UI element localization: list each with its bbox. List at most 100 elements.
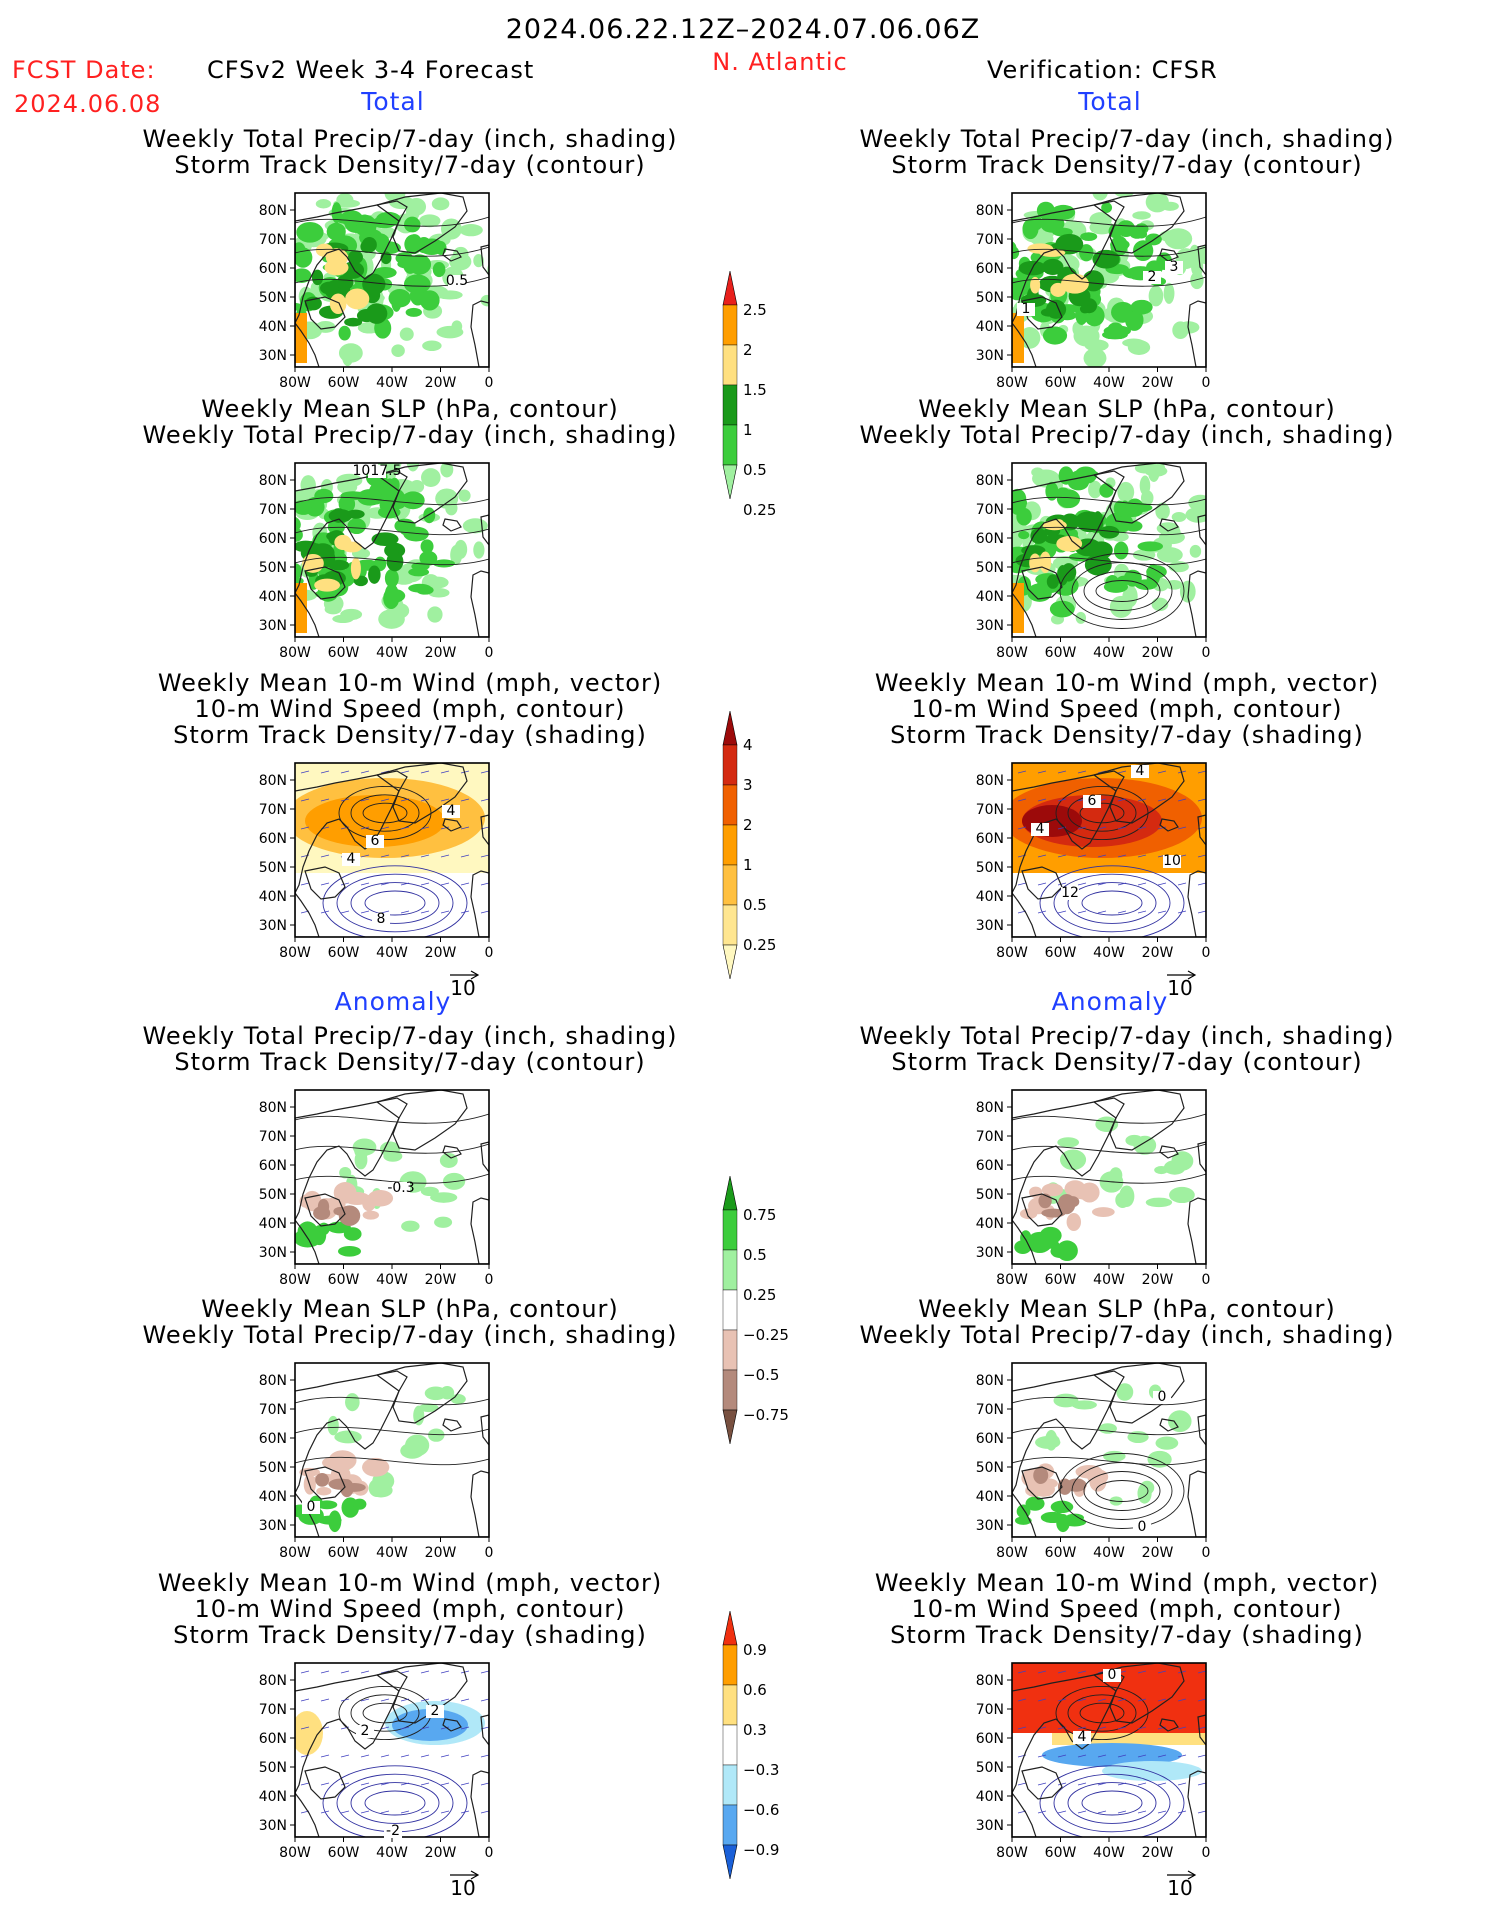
lat-tick-label: 60N	[976, 531, 1004, 547]
coastline	[470, 1470, 489, 1537]
lon-tick-label: 60W	[328, 945, 360, 961]
coastline	[480, 1141, 489, 1173]
colorbar-label: 2.5	[743, 301, 767, 319]
lat-tick-label: 40N	[259, 319, 287, 335]
lon-tick-label: 40W	[1093, 645, 1125, 661]
fcst-total-precip-panel-title-0: Weekly Total Precip/7-day (inch, shading…	[142, 125, 677, 153]
coastline	[1012, 1097, 1125, 1221]
coastline	[1021, 866, 1063, 900]
coastline	[1012, 770, 1125, 894]
lat-tick-label: 40N	[976, 589, 1004, 605]
lon-tick-label: 80W	[279, 1272, 311, 1288]
lon-tick-label: 40W	[1093, 1545, 1125, 1561]
colorbar-arrow-top	[722, 270, 738, 306]
fcst-anom-slp-panel: Weekly Mean SLP (hPa, contour)Weekly Tot…	[142, 1295, 676, 1561]
colorbar-arrow-top	[722, 1610, 738, 1646]
coastline	[1197, 244, 1206, 276]
coastline	[304, 1193, 346, 1227]
coastline	[480, 244, 489, 276]
fcst-total-wind-panel-title-2: Storm Track Density/7-day (shading)	[173, 721, 647, 749]
lat-tick-label: 60N	[976, 1731, 1004, 1747]
lat-tick-label: 30N	[976, 618, 1004, 634]
fcst-total-precip-panel-field	[295, 193, 489, 367]
lat-tick-label: 40N	[259, 889, 287, 905]
lat-tick-label: 70N	[976, 1702, 1004, 1718]
colorbar-segment	[722, 864, 738, 906]
fcst-total-precip-panel: Weekly Total Precip/7-day (inch, shading…	[142, 125, 677, 391]
lat-tick-label: 70N	[976, 802, 1004, 818]
coastline	[442, 248, 462, 262]
contour-label: -2	[386, 1823, 400, 1839]
coastline	[304, 566, 346, 600]
fcst-total-slp-panel-field	[295, 463, 489, 637]
lat-tick-label: 80N	[259, 1100, 287, 1116]
lon-tick-label: 20W	[1142, 1545, 1174, 1561]
lon-tick-label: 20W	[1142, 945, 1174, 961]
lon-tick-label: 20W	[425, 945, 457, 961]
colorbar-segment	[722, 304, 738, 346]
lon-tick-label: 80W	[996, 945, 1028, 961]
lat-tick-label: 50N	[259, 860, 287, 876]
colorbar-segment	[722, 904, 738, 946]
lon-tick-label: 60W	[1045, 375, 1077, 391]
fcst-anom-wind-panel-field	[295, 1663, 489, 1837]
colorbar-label: −0.3	[743, 1761, 779, 1779]
coastline	[1012, 200, 1125, 324]
lon-tick-label: 20W	[1142, 375, 1174, 391]
contour-label: 2	[431, 1703, 440, 1719]
coastline	[1197, 1141, 1206, 1173]
lon-tick-label: 20W	[425, 1272, 457, 1288]
vector-reference-label: 10	[450, 1876, 475, 1900]
vector-reference-label: 10	[1167, 1876, 1192, 1900]
lon-tick-label: 0	[485, 945, 494, 961]
lon-tick-label: 60W	[1045, 1845, 1077, 1861]
lon-tick-label: 60W	[328, 1845, 360, 1861]
cfsr-total-precip-panel-field	[1012, 193, 1206, 367]
lon-tick-label: 0	[1202, 1545, 1211, 1561]
coastline	[470, 870, 489, 937]
lon-tick-label: 80W	[996, 1845, 1028, 1861]
contour-label: 1	[1022, 301, 1031, 317]
coastline	[1012, 1670, 1125, 1794]
lat-tick-label: 70N	[259, 1702, 287, 1718]
lon-tick-label: 0	[1202, 375, 1211, 391]
contour-label: 4	[1078, 1729, 1087, 1745]
coastline	[1187, 870, 1206, 937]
contour-label: 4	[1036, 821, 1045, 837]
fcst-total-wind-panel-field	[295, 763, 489, 937]
lon-tick-label: 0	[1202, 1272, 1211, 1288]
contour-label: -0.3	[387, 1180, 414, 1196]
coastline	[1159, 518, 1179, 532]
cfsr-total-wind-panel-title-1: 10-m Wind Speed (mph, contour)	[911, 695, 1342, 723]
contour-label: 3	[1170, 259, 1179, 275]
colorbar-label: 0.5	[743, 1246, 767, 1264]
cfsr-anom-slp-panel-title-1: Weekly Total Precip/7-day (inch, shading…	[859, 1321, 1394, 1349]
cfsr-anom-precip-panel-title-0: Weekly Total Precip/7-day (inch, shading…	[859, 1022, 1394, 1050]
lat-tick-label: 70N	[259, 802, 287, 818]
colorbar-label: 4	[743, 736, 753, 754]
cfsr-anom-precip-panel-field	[1012, 1090, 1206, 1264]
lon-tick-label: 20W	[425, 1845, 457, 1861]
lon-tick-label: 20W	[425, 645, 457, 661]
lon-tick-label: 0	[1202, 1845, 1211, 1861]
colorbar-label: 0.9	[743, 1641, 767, 1659]
coastline	[480, 514, 489, 546]
colorbar-segment	[722, 1804, 738, 1846]
verification-label: Verification: CFSR	[987, 56, 1218, 84]
contour-label: 0	[1108, 1667, 1117, 1683]
colorbar-precip-anom: 0.75 0.5 0.25 −0.25 −0.5 −0.75	[722, 1175, 789, 1445]
colorbar-segment	[722, 1684, 738, 1726]
cfsr-anom-slp-panel-title-0: Weekly Mean SLP (hPa, contour)	[918, 1295, 1336, 1323]
lat-tick-label: 80N	[259, 773, 287, 789]
colorbar-label: 2	[743, 341, 753, 359]
coastline	[295, 892, 320, 937]
cfsr-total-wind-panel-title-0: Weekly Mean 10-m Wind (mph, vector)	[875, 669, 1379, 697]
coastline	[470, 1197, 489, 1264]
lon-tick-label: 60W	[328, 645, 360, 661]
coastline	[1159, 1718, 1179, 1732]
coastline	[1187, 570, 1206, 637]
lon-tick-label: 20W	[1142, 1845, 1174, 1861]
colorbar-segment	[722, 1329, 738, 1371]
cfsr-anom-slp-panel-field	[1012, 1363, 1206, 1537]
lat-tick-label: 80N	[259, 1673, 287, 1689]
